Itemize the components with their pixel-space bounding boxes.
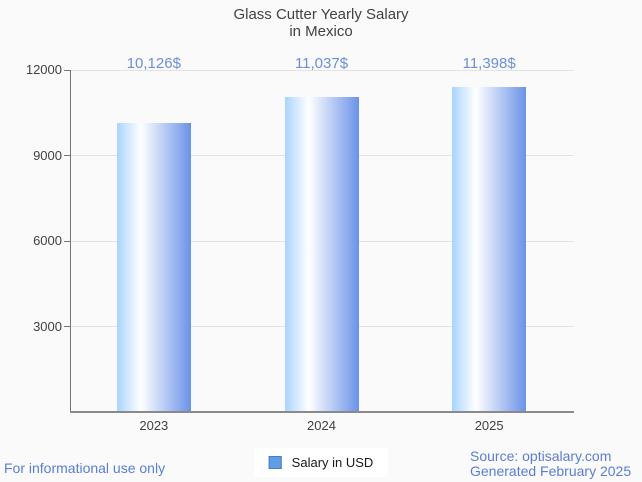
value-label-2025: 11,398$ bbox=[462, 55, 516, 72]
source-block: Source: optisalary.com Generated Februar… bbox=[470, 449, 631, 479]
value-label-2023: 10,126$ bbox=[126, 55, 181, 72]
x-axis-label-2025: 2025 bbox=[474, 418, 504, 433]
bar-2024 bbox=[284, 97, 359, 412]
legend-swatch-icon bbox=[268, 456, 282, 469]
y-axis-line bbox=[70, 70, 71, 413]
bar-2025 bbox=[452, 87, 527, 412]
source-text: Source: optisalary.com bbox=[470, 448, 612, 464]
y-axis-label-12000: 12000 bbox=[25, 62, 62, 77]
chart-title-line-2: in Mexico bbox=[289, 23, 353, 40]
x-axis-line bbox=[70, 411, 574, 413]
generated-text: Generated February 2025 bbox=[470, 463, 632, 479]
value-label-2024: 11,037$ bbox=[294, 55, 349, 72]
chart-legend: Salary in USD bbox=[254, 448, 388, 477]
chart-title-line-1: Glass Cutter Yearly Salary bbox=[233, 6, 409, 23]
x-axis-label-2024: 2024 bbox=[307, 418, 336, 433]
gridline-12000 bbox=[70, 69, 574, 71]
y-axis-label-9000: 9000 bbox=[33, 147, 62, 163]
legend-label: Salary in USD bbox=[291, 455, 374, 470]
y-tick-12000 bbox=[64, 69, 70, 71]
y-axis-label-6000: 6000 bbox=[33, 233, 62, 248]
y-axis-label-3000: 3000 bbox=[33, 318, 62, 334]
x-axis-label-2023: 2023 bbox=[139, 418, 169, 433]
y-tick-6000 bbox=[64, 240, 70, 242]
y-tick-3000 bbox=[64, 326, 70, 327]
disclaimer-text: For informational use only bbox=[4, 460, 166, 476]
chart-title: Glass Cutter Yearly Salary in Mexico bbox=[0, 6, 642, 40]
bar-2023 bbox=[116, 123, 191, 412]
y-tick-9000 bbox=[64, 155, 70, 156]
